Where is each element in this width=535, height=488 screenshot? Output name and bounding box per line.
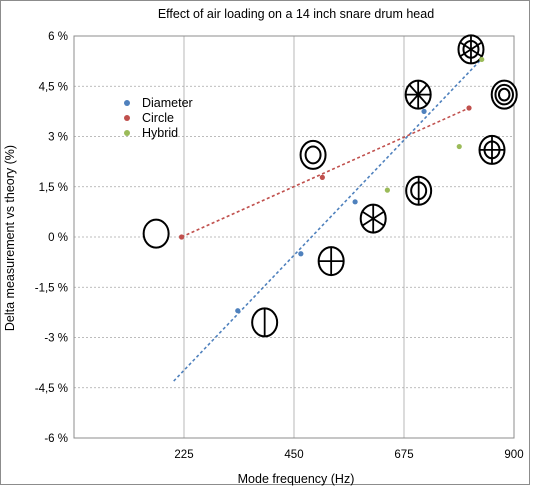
legend-label-hybrid: Hybrid [142,126,178,140]
data-point-circle [319,174,325,180]
mode-icon-mode-22 [478,134,506,165]
y-tick-label: -6 % [44,433,68,445]
legend-marker-hybrid [124,130,130,136]
nodal-diameter [459,41,483,58]
y-tick-label: -4,5 % [35,383,68,395]
y-tick-label: 3 % [48,132,68,144]
mode-outline [299,139,327,170]
data-point-hybrid [384,187,390,193]
legend-label-diameter: Diameter [142,96,193,110]
mode-icon-mode-31 [359,203,387,234]
mode-icon-mode-41 [404,79,432,110]
data-point-circle [466,105,472,111]
nodal-circle [494,83,514,106]
nodal-diameter [361,210,385,227]
mode-icon-mode-11 [251,307,279,338]
nodal-circle [304,145,322,165]
nodal-diameter [408,84,428,106]
data-point-diameter [421,108,427,114]
y-tick-label: -1,5 % [35,282,68,294]
legend-marker-diameter [124,100,130,106]
plot-area: 6 % 4,5 % 3 % 1,5 % 0 % -1,5 % -3 % -4,5 % -6 % 2… [35,31,524,461]
plot-border [73,35,515,439]
mode-icon-mode-02 [299,139,327,170]
data-point-hybrid [479,56,485,63]
y-tick-label: 6 % [48,31,68,43]
y-tick-label: 0 % [48,232,68,244]
y-tick-label: -3 % [44,333,68,345]
mode-icon-mode-21 [317,246,345,277]
x-tick-label: 450 [284,449,303,461]
data-point-hybrid [456,143,462,150]
chart-title: Effect of air loading on a 14 inch snare… [158,7,434,21]
x-axis-label: Mode frequency (Hz) [238,472,355,486]
mode-outline [142,218,170,249]
mode-icon-mode-01 [142,218,170,249]
x-tick-label: 900 [504,449,523,461]
legend-label-circle: Circle [142,111,174,125]
y-tick-label: 1,5 % [39,182,68,194]
data-point-circle [178,234,185,240]
mode-icon-mode-12 [405,175,433,206]
y-tick-label: 4,5 % [39,81,68,93]
x-tick-label: 675 [394,449,413,461]
nodal-circle [497,87,511,102]
data-point-diameter [352,199,358,205]
mode-icon-mode-03 [490,79,518,110]
legend-marker-circle [124,115,130,121]
mode-icon-mode-32 [457,34,485,65]
y-axis-label: Delta measurement vs theory (%) [3,145,17,331]
data-point-diameter [298,251,304,257]
data-point-diameter [235,308,241,314]
x-tick-label: 225 [174,449,193,461]
